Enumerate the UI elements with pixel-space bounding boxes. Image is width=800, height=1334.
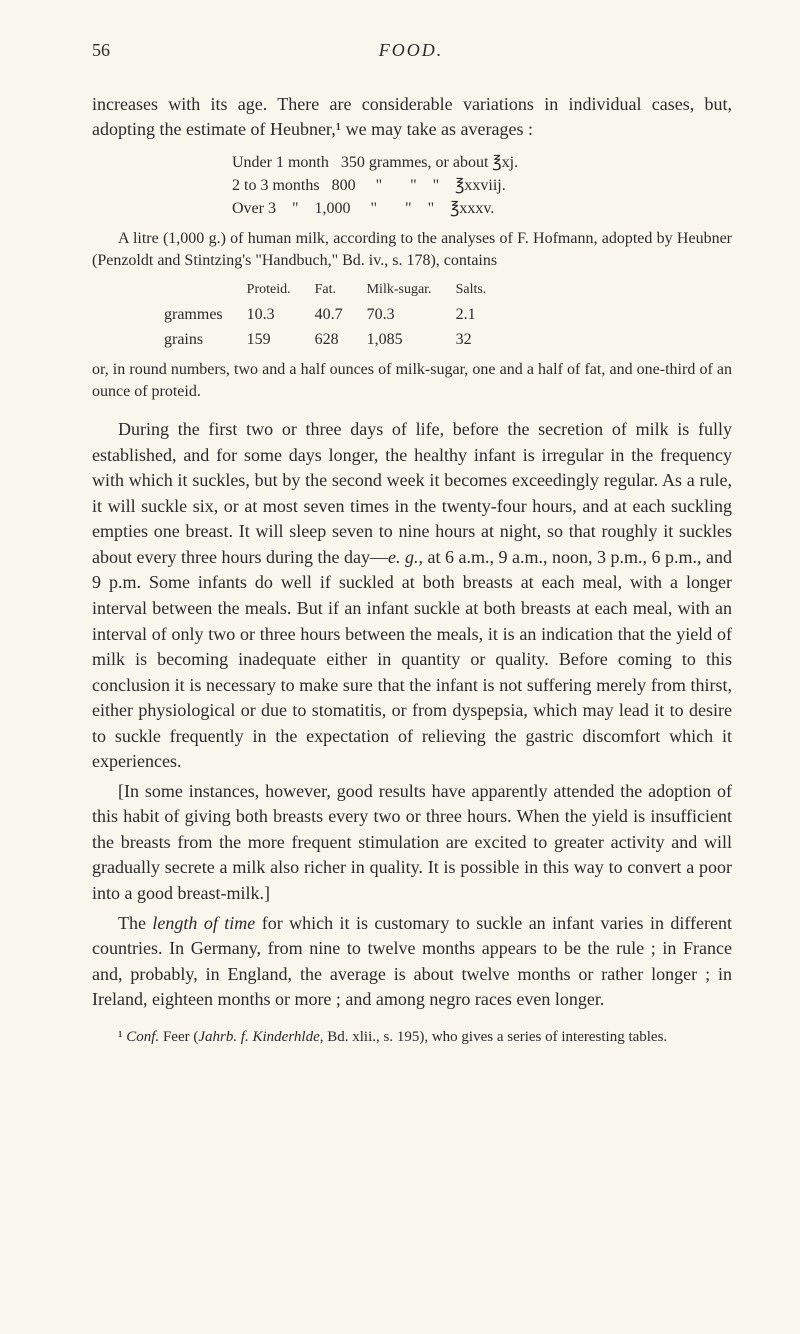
fn-em2: Jahrb. f. Kinderhlde xyxy=(198,1029,319,1045)
header-salts: Salts. xyxy=(456,280,509,300)
intro-paragraph: increases with its age. There are consid… xyxy=(92,92,732,143)
grains-proteid: 159 xyxy=(247,328,313,351)
header-blank xyxy=(164,280,245,300)
analysis-summary: or, in round numbers, two and a half oun… xyxy=(92,359,732,403)
label-grammes: grammes xyxy=(164,303,245,326)
grains-milk: 1,085 xyxy=(367,328,454,351)
grammes-proteid: 10.3 xyxy=(247,303,313,326)
length-of-time-paragraph: The length of time for which it is custo… xyxy=(92,911,732,1013)
table-row-grammes: grammes 10.3 40.7 70.3 2.1 xyxy=(164,303,508,326)
fn-b: Feer ( xyxy=(159,1029,198,1045)
fn-a: ¹ xyxy=(118,1029,126,1045)
page-number: 56 xyxy=(92,38,110,64)
dosage-table: Under 1 month 350 grammes, or about ℥xj.… xyxy=(232,151,732,221)
grammes-milk: 70.3 xyxy=(367,303,454,326)
header-milk-sugar: Milk-sugar. xyxy=(367,280,454,300)
dosage-row-1: Under 1 month 350 grammes, or about ℥xj. xyxy=(232,151,732,174)
p4-em: length of time xyxy=(152,913,255,933)
table-row-grains: grains 159 628 1,085 32 xyxy=(164,328,508,351)
p4-part-a: The xyxy=(118,913,152,933)
composition-table: Proteid. Fat. Milk-sugar. Salts. grammes… xyxy=(162,278,510,353)
fn-c: , Bd. xlii., s. 195), who gives a series… xyxy=(320,1029,667,1045)
bracketed-paragraph: [In some instances, however, good result… xyxy=(92,779,732,907)
feeding-frequency-paragraph: During the first two or three days of li… xyxy=(92,417,732,775)
dosage-row-3: Over 3 " 1,000 " " " ℥xxxv. xyxy=(232,197,732,220)
footnote: ¹ Conf. Feer (Jahrb. f. Kinderhlde, Bd. … xyxy=(92,1027,732,1047)
dosage-row-2: 2 to 3 months 800 " " " ℥xxviij. xyxy=(232,174,732,197)
grammes-fat: 40.7 xyxy=(315,303,365,326)
header-proteid: Proteid. xyxy=(247,280,313,300)
analysis-intro: A litre (1,000 g.) of human milk, accord… xyxy=(92,228,732,272)
p2-part-a: During the first two or three days of li… xyxy=(92,419,732,567)
page-header: 56 FOOD. xyxy=(92,38,732,64)
p2-part-b: , at 6 a.m., 9 a.m., noon, 3 p.m., 6 p.m… xyxy=(92,547,732,771)
grains-salts: 32 xyxy=(456,328,509,351)
section-title: FOOD. xyxy=(379,38,444,64)
fn-em1: Conf. xyxy=(126,1029,159,1045)
table-header-row: Proteid. Fat. Milk-sugar. Salts. xyxy=(164,280,508,300)
p2-eg: e. g. xyxy=(388,547,419,567)
label-grains: grains xyxy=(164,328,245,351)
header-fat: Fat. xyxy=(315,280,365,300)
grains-fat: 628 xyxy=(315,328,365,351)
grammes-salts: 2.1 xyxy=(456,303,509,326)
